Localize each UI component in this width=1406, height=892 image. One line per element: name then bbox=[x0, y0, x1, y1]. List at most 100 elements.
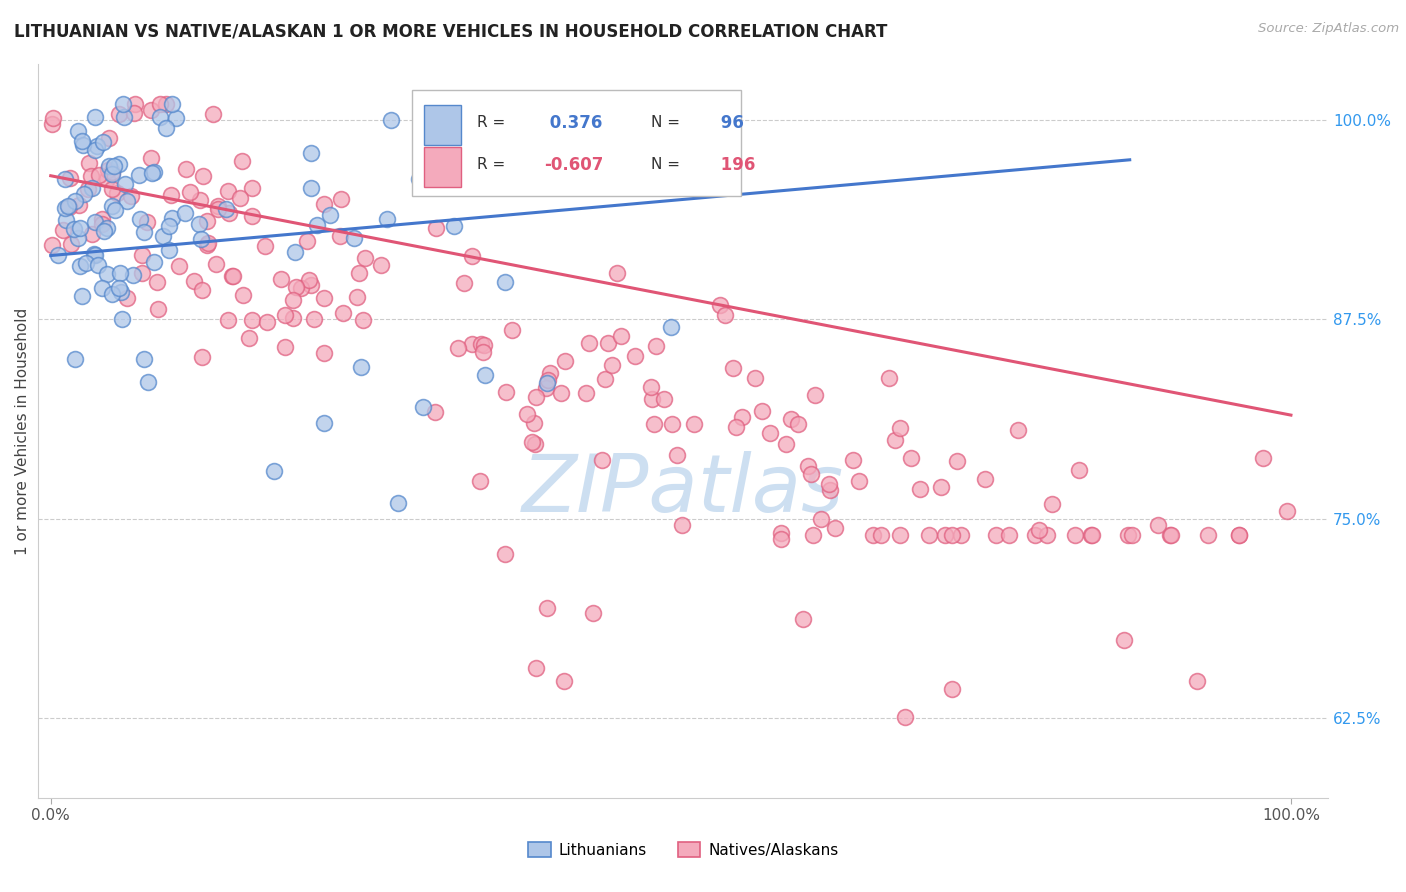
Point bbox=[568, 119, 591, 133]
Point bbox=[195, 214, 218, 228]
Point bbox=[110, 285, 132, 300]
Point bbox=[176, 162, 198, 177]
Point bbox=[775, 437, 797, 451]
Point bbox=[375, 212, 398, 227]
Point bbox=[818, 477, 841, 491]
Point bbox=[101, 198, 124, 212]
Point bbox=[412, 400, 434, 414]
Point bbox=[96, 267, 118, 281]
Point bbox=[312, 197, 335, 211]
Point bbox=[217, 313, 239, 327]
Point bbox=[582, 607, 605, 621]
Point bbox=[380, 112, 402, 127]
Point bbox=[770, 533, 793, 547]
Point bbox=[818, 483, 841, 497]
Point bbox=[41, 238, 63, 252]
Point bbox=[165, 111, 187, 125]
Point bbox=[1251, 451, 1274, 466]
Point bbox=[77, 156, 100, 170]
Point bbox=[229, 191, 252, 205]
Point bbox=[197, 235, 219, 250]
Point bbox=[501, 323, 523, 337]
Point bbox=[134, 352, 156, 367]
Point bbox=[352, 313, 374, 327]
Point bbox=[108, 157, 131, 171]
Point bbox=[593, 371, 616, 385]
Point bbox=[319, 208, 342, 222]
Point bbox=[90, 217, 112, 231]
Point bbox=[101, 164, 124, 178]
Point bbox=[869, 528, 891, 542]
Point bbox=[343, 231, 366, 245]
Point bbox=[83, 110, 105, 124]
Point bbox=[42, 112, 65, 126]
Point bbox=[112, 110, 135, 124]
Point bbox=[725, 420, 748, 434]
Point bbox=[457, 112, 479, 127]
Point bbox=[63, 221, 86, 235]
Point bbox=[63, 194, 86, 208]
Point bbox=[238, 331, 260, 345]
Point bbox=[332, 306, 354, 320]
Point bbox=[792, 612, 814, 626]
Point bbox=[91, 135, 114, 149]
Point bbox=[48, 248, 70, 262]
Point bbox=[908, 482, 931, 496]
Point bbox=[70, 134, 93, 148]
Point bbox=[115, 292, 138, 306]
Point bbox=[1275, 504, 1298, 518]
Point bbox=[240, 209, 263, 223]
Point bbox=[69, 259, 91, 273]
Point bbox=[131, 266, 153, 280]
Point bbox=[575, 385, 598, 400]
Point bbox=[160, 188, 183, 202]
Point bbox=[129, 211, 152, 226]
Point bbox=[787, 417, 810, 432]
Point bbox=[600, 359, 623, 373]
Point bbox=[195, 237, 218, 252]
Point bbox=[470, 337, 492, 351]
Point bbox=[744, 370, 766, 384]
Point bbox=[1080, 528, 1102, 542]
Point bbox=[918, 528, 941, 542]
Point bbox=[644, 339, 666, 353]
Point bbox=[804, 388, 827, 402]
Point bbox=[1081, 528, 1104, 542]
Point bbox=[93, 224, 115, 238]
Point bbox=[274, 308, 297, 322]
Point bbox=[461, 248, 484, 262]
Point bbox=[1159, 528, 1181, 542]
Point bbox=[108, 107, 131, 121]
Point bbox=[824, 521, 846, 535]
Point bbox=[1116, 528, 1139, 542]
Point bbox=[53, 172, 76, 186]
Point bbox=[96, 171, 118, 186]
Point bbox=[160, 211, 183, 226]
Point bbox=[314, 345, 336, 359]
Point bbox=[591, 112, 613, 127]
Point bbox=[610, 329, 633, 343]
Text: 0.376: 0.376 bbox=[544, 114, 602, 132]
Point bbox=[179, 185, 201, 199]
Point bbox=[124, 97, 146, 112]
Point bbox=[112, 97, 135, 112]
Point bbox=[800, 467, 823, 482]
Point bbox=[69, 220, 91, 235]
Point bbox=[1160, 528, 1182, 542]
Point bbox=[65, 352, 87, 367]
Point bbox=[142, 254, 165, 268]
Point bbox=[810, 512, 832, 526]
Point bbox=[494, 275, 516, 289]
Point bbox=[218, 206, 240, 220]
Point bbox=[174, 205, 197, 219]
Point bbox=[1227, 528, 1250, 542]
Point bbox=[41, 117, 63, 131]
Point bbox=[104, 202, 127, 217]
Point bbox=[191, 283, 214, 297]
Point bbox=[221, 268, 243, 283]
Point bbox=[709, 298, 731, 312]
Point bbox=[522, 435, 544, 450]
Point bbox=[862, 528, 884, 542]
Point bbox=[146, 276, 169, 290]
Point bbox=[83, 215, 105, 229]
